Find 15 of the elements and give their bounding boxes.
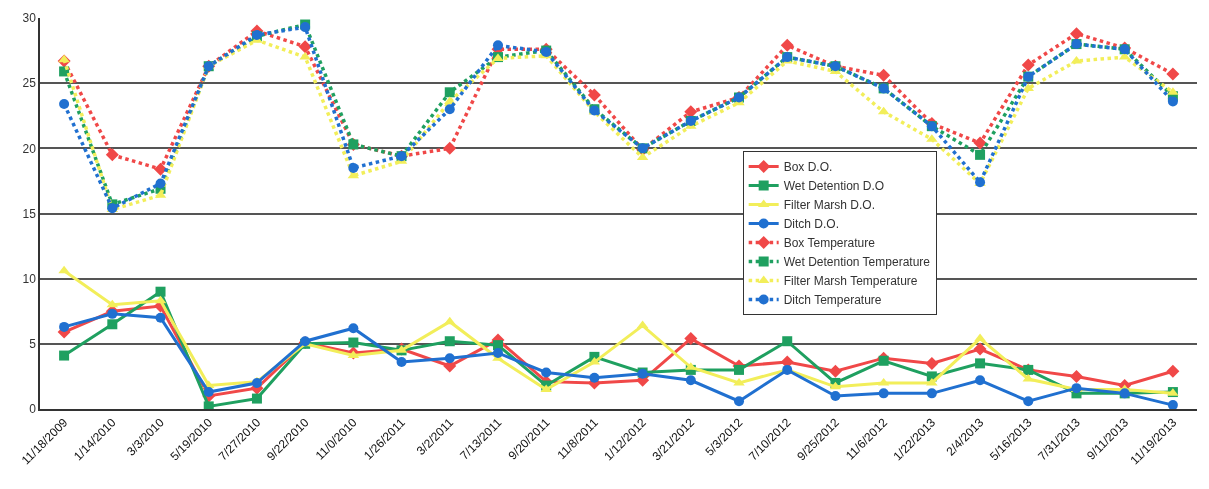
legend-label: Wet Detention Temperature	[783, 255, 931, 270]
y-tick-label: 0	[29, 402, 37, 417]
legend-label: Ditch D.O.	[783, 217, 840, 232]
y-tick-label: 30	[22, 11, 37, 26]
legend-label: Ditch Temperature	[783, 293, 882, 308]
y-tick-label: 20	[22, 141, 37, 156]
y-tick-label: 10	[22, 271, 37, 286]
legend-label: Box D.O.	[783, 160, 833, 175]
y-tick-label: 25	[22, 76, 37, 91]
legend-label: Wet Detention D.O	[783, 179, 885, 194]
y-tick-label: 5	[29, 337, 37, 352]
legend-label: Filter Marsh Temperature	[783, 274, 918, 289]
legend-label: Filter Marsh D.O.	[783, 198, 876, 213]
legend-label: Box Temperature	[783, 236, 876, 251]
y-tick-label: 15	[22, 206, 37, 221]
